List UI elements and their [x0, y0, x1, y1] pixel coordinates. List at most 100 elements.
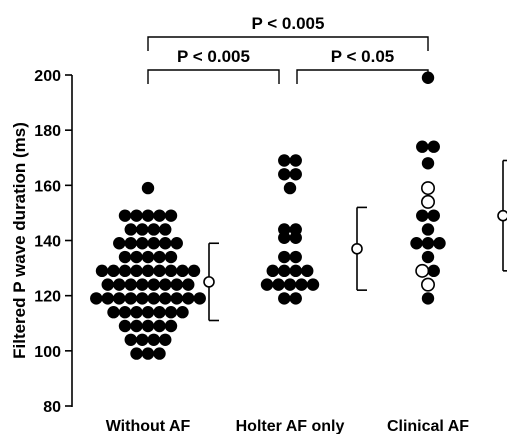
- data-point: [164, 306, 178, 319]
- data-point: [124, 223, 137, 236]
- data-point: [141, 250, 155, 264]
- data-point: [130, 264, 143, 278]
- data-point: [141, 306, 155, 319]
- data-point: [118, 306, 132, 319]
- data-point: [278, 154, 291, 167]
- axis-layer: 80 100 120 140 160 180 200 Filtered P wave dura…: [10, 68, 469, 434]
- data-point: [421, 292, 435, 305]
- significance-bracket: [147, 36, 429, 51]
- data-point-open: [420, 194, 435, 209]
- data-point: [113, 278, 126, 291]
- data-point: [147, 237, 160, 250]
- data-point: [159, 333, 172, 346]
- data-point: [141, 347, 155, 360]
- mean-sd-markers: [203, 159, 507, 322]
- y-tick-label: 160: [34, 178, 61, 195]
- x-category-label: Without AF: [106, 418, 191, 434]
- data-point: [101, 292, 114, 305]
- data-point: [421, 250, 435, 264]
- significance-brackets: P < 0.005 P < 0.05 P < 0.005: [147, 14, 429, 84]
- x-category-label: Holter AF only: [236, 418, 345, 434]
- data-point: [283, 181, 297, 195]
- data-point: [136, 237, 149, 250]
- data-point: [136, 278, 149, 291]
- data-point: [107, 264, 120, 278]
- data-point: [295, 278, 308, 291]
- data-point: [141, 264, 155, 278]
- y-tick-label: 120: [34, 289, 61, 306]
- data-point: [433, 237, 446, 250]
- data-point: [147, 278, 160, 291]
- y-tick-label: 80: [43, 399, 61, 416]
- data-point: [416, 140, 429, 153]
- data-point: [187, 264, 201, 278]
- data-point: [164, 319, 178, 333]
- data-point: [278, 168, 291, 181]
- data-point: [272, 278, 285, 291]
- data-point: [170, 278, 183, 291]
- data-point: [124, 278, 137, 291]
- significance-label: P < 0.005: [177, 47, 250, 66]
- data-point: [101, 278, 114, 291]
- data-point: [147, 292, 160, 305]
- data-point: [427, 209, 440, 222]
- data-point: [147, 333, 160, 346]
- data-point: [118, 209, 132, 222]
- data-point: [427, 264, 440, 278]
- data-point: [427, 140, 440, 153]
- data-point: [289, 154, 302, 167]
- data-point: [141, 209, 155, 222]
- data-point: [278, 292, 291, 305]
- data-point: [289, 168, 302, 181]
- data-point: [136, 333, 149, 346]
- mean-marker: [497, 209, 507, 222]
- data-point: [159, 223, 172, 236]
- data-point: [118, 319, 132, 333]
- data-point: [421, 71, 435, 84]
- data-point: [421, 157, 435, 170]
- data-point: [147, 223, 160, 236]
- significance-label: P < 0.005: [252, 14, 325, 33]
- data-point: [260, 278, 274, 291]
- data-point: [159, 278, 172, 291]
- data-point: [164, 264, 178, 278]
- data-point: [95, 264, 109, 278]
- data-point: [159, 292, 172, 305]
- data-point: [113, 292, 126, 305]
- data-point: [113, 237, 126, 250]
- data-point: [118, 264, 132, 278]
- data-point: [124, 292, 137, 305]
- data-point: [136, 292, 149, 305]
- significance-label: P < 0.05: [331, 47, 395, 66]
- data-point: [176, 264, 189, 278]
- mean-marker: [203, 276, 215, 288]
- mean-marker: [351, 242, 363, 255]
- data-point: [416, 209, 429, 222]
- data-point: [118, 250, 132, 264]
- data-point-open: [420, 181, 435, 196]
- data-point: [283, 278, 297, 291]
- data-point: [124, 333, 137, 346]
- data-point: [410, 237, 423, 250]
- data-point: [289, 292, 302, 305]
- data-point: [141, 319, 155, 333]
- data-point-open: [415, 263, 430, 278]
- data-point: [278, 223, 291, 236]
- data-point: [421, 223, 435, 236]
- data-point: [153, 264, 166, 278]
- data-point: [289, 250, 302, 264]
- data-point: [306, 278, 320, 291]
- data-point: [176, 306, 189, 319]
- data-point: [90, 292, 103, 305]
- y-tick-label: 100: [34, 344, 61, 361]
- data-point: [130, 347, 143, 360]
- significance-bracket: [296, 69, 429, 84]
- data-point: [164, 250, 178, 264]
- data-point: [153, 209, 166, 222]
- data-point: [130, 306, 143, 319]
- data-point: [159, 237, 172, 250]
- x-category-label: Clinical AF: [387, 418, 469, 434]
- data-point: [182, 278, 195, 291]
- data-point: [301, 264, 314, 278]
